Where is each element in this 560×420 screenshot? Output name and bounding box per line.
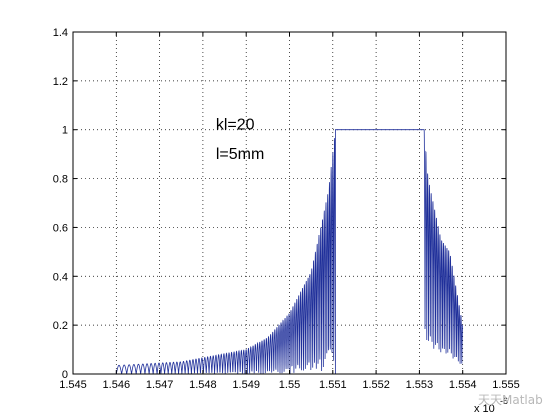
x-tick-label: 1.554 [449,379,477,391]
annotation-label: kl=20 [216,117,255,134]
x-scale-exponent: -6 [500,396,508,406]
x-scale-factor: x 10 -6 [474,396,508,415]
series-line [115,129,464,375]
watermark-text: 天天Matlab [478,393,543,407]
x-tick-label: 1.555 [492,379,520,391]
y-tick-label: 0.2 [53,320,68,332]
y-tick-label: 1.4 [53,27,68,39]
grid [73,32,506,374]
x-tick-label: 1.549 [232,379,260,391]
x-scale-label: x 10 [474,403,495,415]
x-tick-label: 1.55 [279,379,300,391]
y-tick-label: 1.2 [53,76,68,88]
x-tick-label: 1.546 [103,379,131,391]
annotation-label: l=5mm [216,146,264,163]
annotations: kl=20 l=5mm [216,117,264,163]
y-tick-label: 1 [62,125,68,137]
x-tick-label: 1.551 [319,379,347,391]
series-curve-group [115,129,464,375]
y-tick-label: 0.4 [53,271,68,283]
y-tick-label: 0.8 [53,174,68,186]
x-tick-label: 1.552 [362,379,390,391]
y-tick-label: 0.6 [53,222,68,234]
y-tick-label: 0 [62,369,68,381]
x-tick-label: 1.545 [59,379,87,391]
x-tick-label: 1.553 [406,379,434,391]
axis-ticks: 1.545 1.546 1.547 1.548 1.549 1.55 1.551 1.552 1… [53,27,520,391]
x-tick-label: 1.547 [146,379,174,391]
x-tick-label: 1.548 [189,379,217,391]
